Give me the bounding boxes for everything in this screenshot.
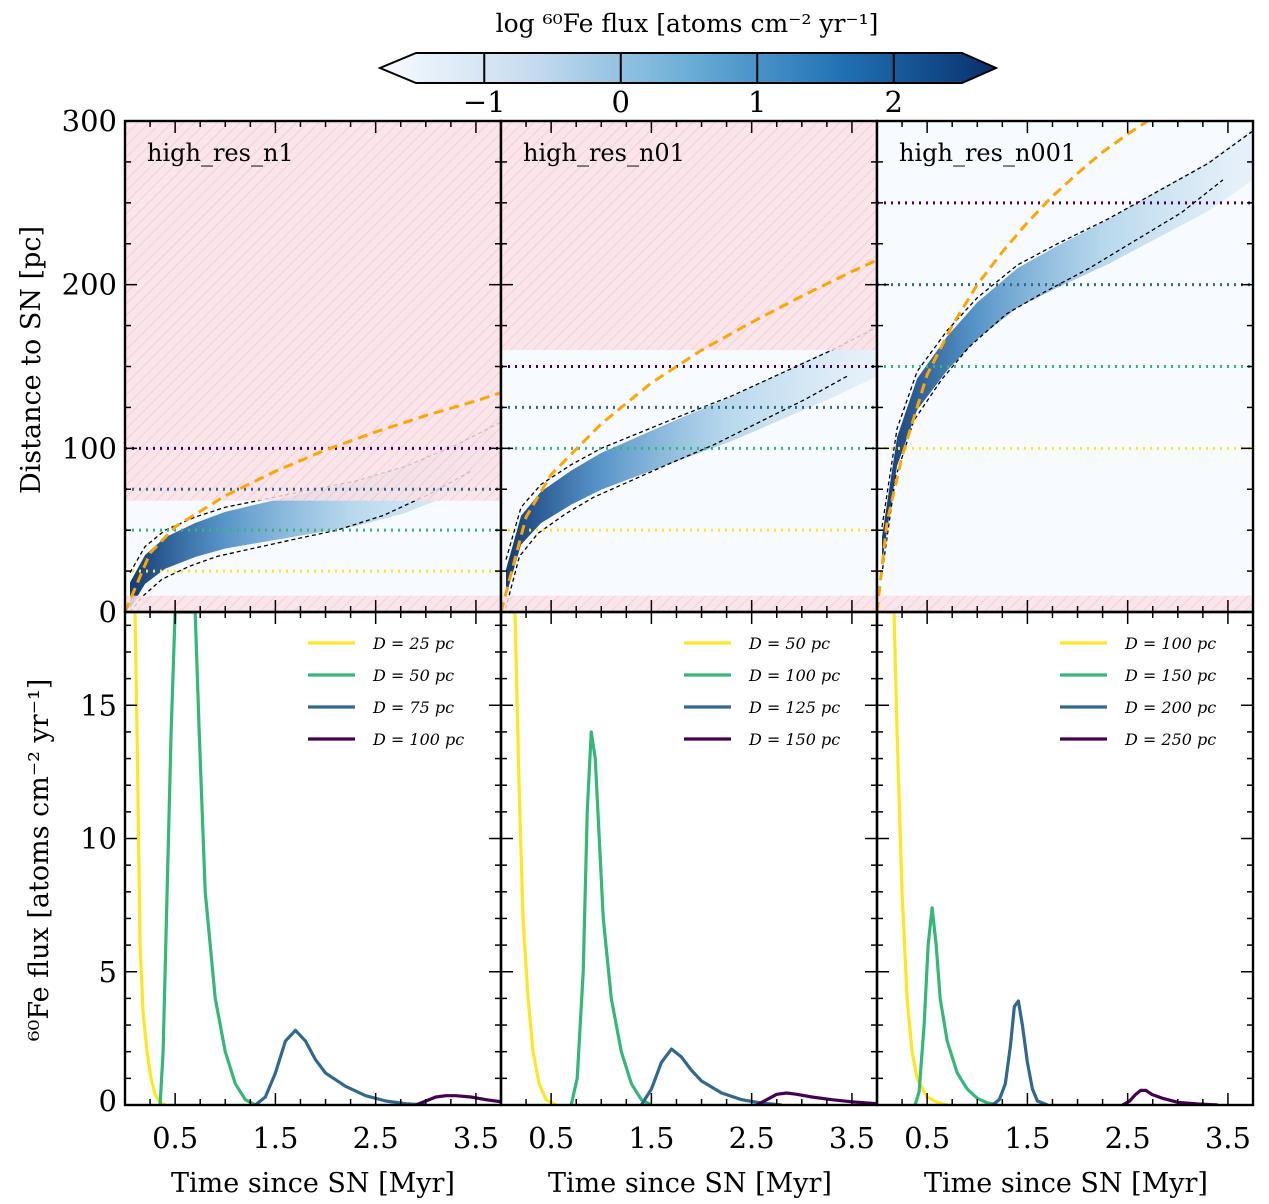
x-tick-label: 2.5 [353, 1121, 399, 1155]
x-tick-label: 1.5 [252, 1121, 298, 1155]
x-tick-label: 2.5 [729, 1121, 775, 1155]
masked-region [501, 595, 877, 612]
heatmap-panel [125, 121, 501, 612]
flux-panel [887, 612, 1218, 1105]
series-line [640, 1047, 782, 1105]
series-line [130, 612, 166, 1105]
x-tick-label: 0.5 [904, 1121, 950, 1155]
bottom-y-tick-label: 10 [80, 822, 117, 856]
top-y-tick-label: 100 [62, 431, 117, 465]
panel-title: high_res_n01 [523, 139, 685, 167]
legend-label: D = 25 pc [372, 634, 454, 653]
colorbar-tick-label: 1 [748, 85, 766, 119]
masked-region [125, 121, 501, 501]
xlabel-3: Time since SN [Myr] [924, 1168, 1208, 1199]
colorbar-ticks: −1 0 1 2 [463, 53, 903, 119]
bottom-ylabel: ⁶⁰Fe flux [atoms cm⁻² yr⁻¹] [24, 679, 55, 1042]
series-line [887, 612, 948, 1105]
contour-inner [504, 375, 848, 609]
legend-label: D = 100 pc [748, 666, 840, 685]
panel-3: high_res_n001 D = 100 pc D = 150 pc D = 200… [875, 119, 1255, 1155]
ticks: 0.5 1.5 2.5 3.5 [501, 120, 877, 1155]
contour-outer [505, 326, 877, 560]
panel-1: high_res_n1D = 25 pcD = 50 pcD = 75 pcD … [62, 104, 503, 1155]
legend-label: D = 100 pc [372, 730, 464, 749]
top-ylabel: Distance to SN [pc] [16, 226, 47, 494]
colorbar-tick-label: −1 [463, 85, 506, 119]
top-y-tick-label: 300 [62, 104, 117, 138]
contour-outer [881, 130, 1253, 527]
legend: D = 25 pc D = 50 pc D = 75 pc D = 100 pc [308, 634, 464, 749]
colorbar-tick-label: 0 [612, 85, 630, 119]
xlabel-1: Time since SN [Myr] [171, 1168, 455, 1199]
legend-label: D = 200 pc [1124, 698, 1216, 717]
bottom-y-tick-label: 5 [99, 955, 117, 989]
panel-title: high_res_n1 [147, 139, 294, 167]
x-tick-label: 0.5 [528, 1121, 574, 1155]
heatmap-panel [877, 121, 1253, 612]
panel-title: high_res_n001 [899, 139, 1076, 167]
panel-2: high_res_n01 D = 50 pc D = 100 pc D = 125 p… [499, 119, 879, 1155]
colorbar: log ⁶⁰Fe flux [atoms cm⁻² yr⁻¹] −1 0 1 2 [377, 9, 999, 119]
flux-panel [130, 612, 501, 1105]
legend-label: D = 50 pc [372, 666, 454, 685]
contour-inner [129, 470, 472, 612]
series-line [913, 906, 998, 1105]
shock-front-line [501, 258, 877, 612]
top-y-tick-label: 0 [99, 595, 117, 629]
x-tick-label: 3.5 [1205, 1121, 1251, 1155]
flux-band [882, 127, 1253, 563]
legend-label: D = 100 pc [1124, 634, 1216, 653]
bottom-frame [123, 610, 503, 1107]
x-tick-label: 3.5 [453, 1121, 499, 1155]
shock-front-line [877, 121, 1151, 612]
xlabel-2: Time since SN [Myr] [548, 1168, 832, 1199]
bottom-y-tick-label: 15 [80, 688, 117, 722]
series-line [158, 612, 257, 1105]
series-line [509, 612, 557, 1105]
x-tick-label: 3.5 [829, 1121, 875, 1155]
legend-label: D = 250 pc [1124, 730, 1216, 749]
x-tick-label: 1.5 [628, 1121, 674, 1155]
legend-label: D = 150 pc [748, 730, 840, 749]
series-line [254, 1028, 426, 1105]
panels: high_res_n1D = 25 pcD = 50 pcD = 75 pcD … [62, 104, 1255, 1155]
heatmap-panel [501, 121, 877, 612]
series-line [415, 1094, 501, 1105]
legend: D = 50 pc D = 100 pc D = 125 pc D = 150 pc [684, 634, 840, 749]
legend-label: D = 75 pc [372, 698, 454, 717]
colorbar-title: log ⁶⁰Fe flux [atoms cm⁻² yr⁻¹] [496, 9, 879, 38]
series-line [569, 730, 653, 1105]
shock-front-line [125, 391, 501, 612]
colorbar-tick-label: 2 [885, 85, 903, 119]
ticks: 0.5 1.5 2.5 3.5 [877, 120, 1253, 1155]
masked-region [125, 595, 501, 612]
series-line [991, 999, 1049, 1105]
series-line [1121, 1088, 1218, 1105]
masked-region [501, 121, 877, 351]
legend: D = 100 pc D = 150 pc D = 200 pc D = 250 pc [1060, 634, 1216, 749]
bottom-frame [875, 610, 1255, 1107]
legend-label: D = 125 pc [748, 698, 840, 717]
legend-label: D = 150 pc [1124, 666, 1216, 685]
series-line [755, 1091, 877, 1105]
x-tick-label: 0.5 [152, 1121, 198, 1155]
legend-label: D = 50 pc [748, 634, 830, 653]
masked-region [877, 595, 1253, 612]
top-y-tick-label: 200 [62, 268, 117, 302]
flux-panel [509, 612, 877, 1105]
x-tick-label: 2.5 [1105, 1121, 1151, 1155]
bottom-frame [499, 610, 879, 1107]
colorbar-body [377, 52, 999, 84]
flux-band [506, 323, 877, 596]
ticks: 0.5 1.5 2.5 3.5 0 100 200 300 0 5 10 15 [62, 104, 501, 1155]
bottom-y-tick-label: 0 [99, 1084, 117, 1118]
x-tick-label: 1.5 [1004, 1121, 1050, 1155]
